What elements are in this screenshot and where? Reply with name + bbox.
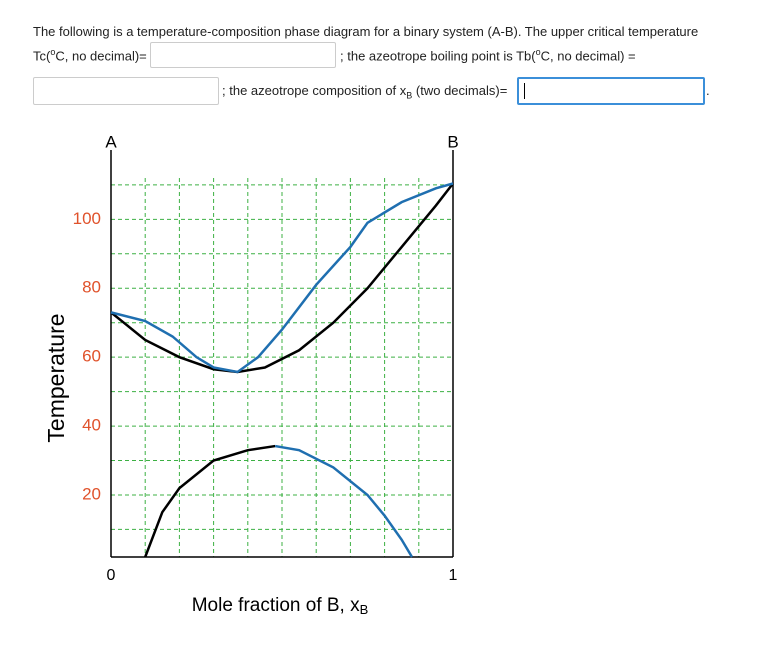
curve bbox=[144, 444, 276, 558]
left-label: A bbox=[105, 132, 117, 151]
tc-label: Tc(oC, no decimal)= bbox=[33, 47, 147, 63]
text: o bbox=[535, 47, 541, 57]
question-text: The following is a temperature-compositi… bbox=[33, 24, 699, 39]
text: ; the azeotrope boiling point is Tb( bbox=[340, 48, 536, 64]
text: o bbox=[50, 47, 56, 57]
y-tick-label: 80 bbox=[82, 278, 101, 297]
curve bbox=[110, 182, 454, 374]
text: C, no decimal)= bbox=[55, 48, 147, 64]
xb-label: ; the azeotrope composition of xB (two d… bbox=[222, 83, 507, 101]
y-tick-label: 100 bbox=[73, 209, 101, 228]
text: (two decimals)= bbox=[412, 83, 508, 98]
xb-input[interactable] bbox=[517, 77, 705, 105]
y-tick-label: 40 bbox=[82, 416, 101, 435]
text: ; the azeotrope composition of x bbox=[222, 83, 407, 98]
y-tick-label: 20 bbox=[82, 484, 101, 503]
x-axis-label: Mole fraction of B, xB bbox=[192, 595, 369, 617]
text: B bbox=[360, 602, 369, 617]
text: Mole fraction of B, x bbox=[192, 595, 360, 616]
text: C, no decimal) = bbox=[540, 48, 636, 64]
y-tick-label: 60 bbox=[82, 347, 101, 366]
curve bbox=[110, 182, 454, 374]
right-label: B bbox=[447, 132, 458, 151]
tb-input[interactable] bbox=[33, 77, 219, 105]
curve bbox=[274, 444, 414, 558]
cursor bbox=[524, 83, 525, 99]
x-tick-label: 0 bbox=[107, 567, 116, 584]
tb-label: ; the azeotrope boiling point is Tb(oC, … bbox=[340, 47, 636, 63]
period: . bbox=[706, 83, 710, 98]
y-axis-label: Temperature bbox=[43, 313, 69, 442]
x-tick-label: 1 bbox=[449, 567, 458, 584]
tc-input[interactable] bbox=[150, 42, 336, 68]
text: B bbox=[406, 90, 413, 101]
text: Tc( bbox=[33, 48, 51, 64]
